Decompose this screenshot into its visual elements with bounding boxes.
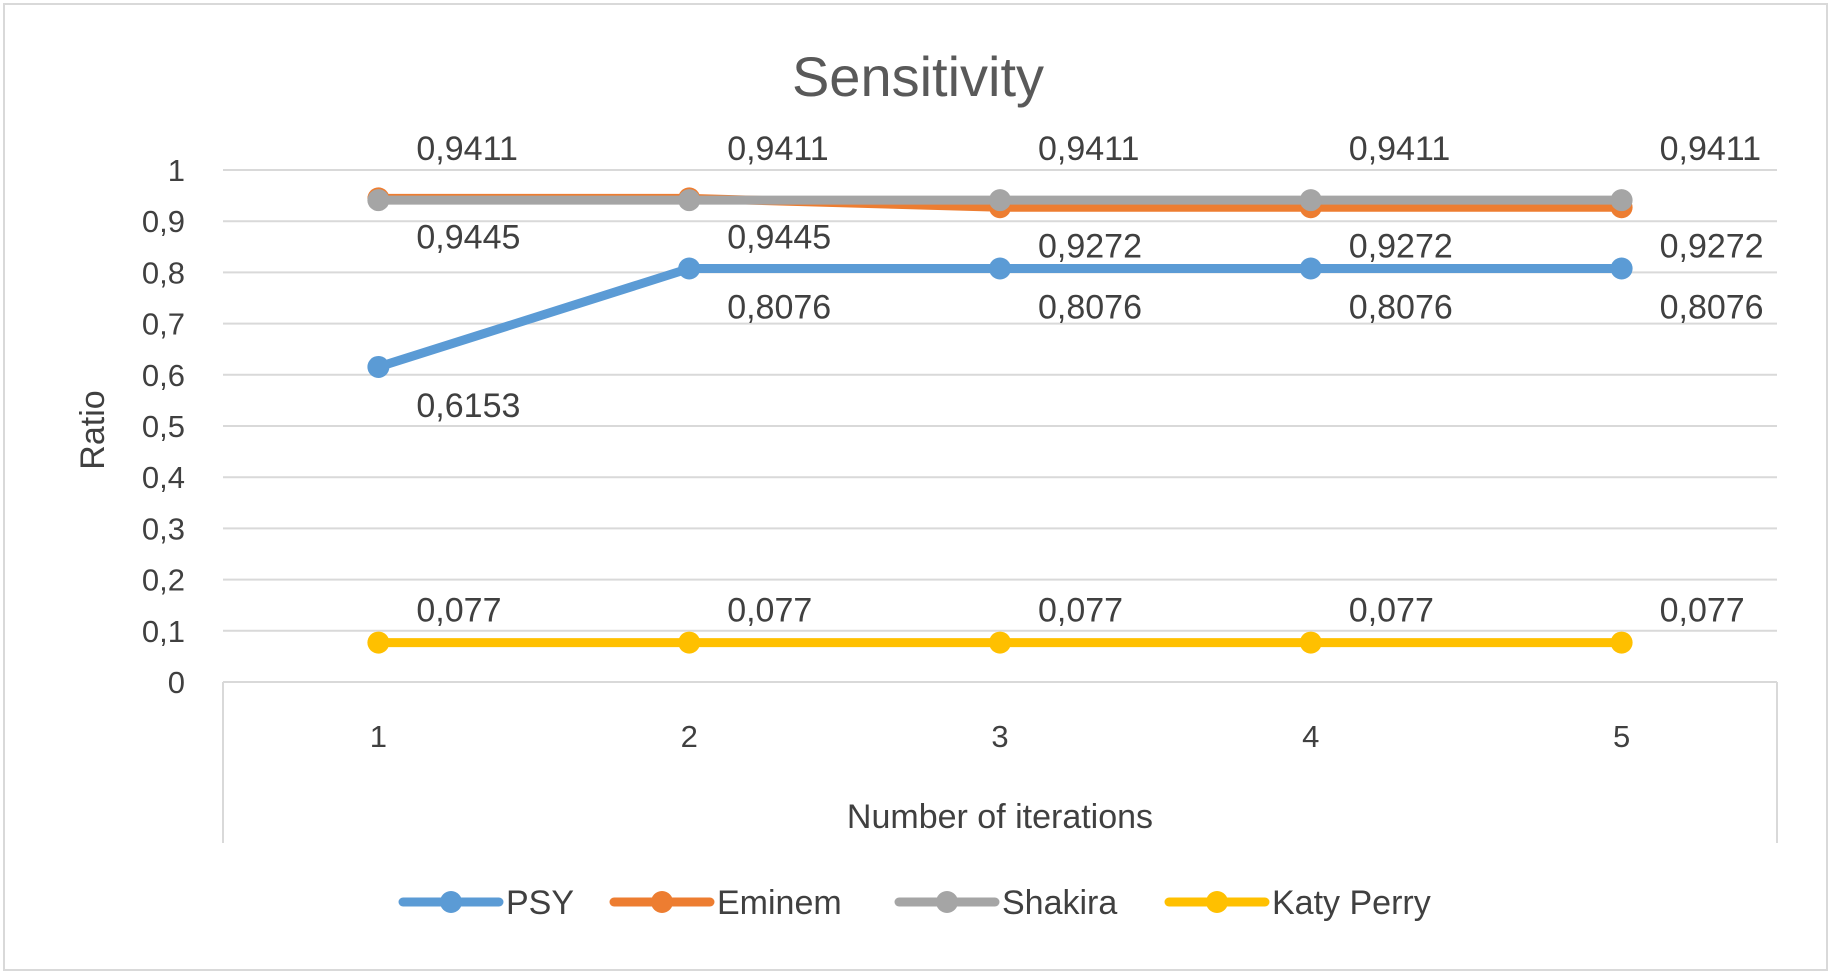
x-axis-title: Number of iterations: [847, 798, 1153, 836]
legend-label-eminem: Eminem: [717, 884, 842, 922]
y-tick-label: 0,4: [142, 460, 185, 495]
data-point-katy-perry: [678, 631, 701, 654]
data-labels: 0,6153 0,8076 0,8076 0,8076 0,8076 0,9445 0,94…: [416, 130, 1763, 629]
data-label-katy-perry: 0,077: [727, 592, 812, 630]
data-point-shakira: [678, 189, 701, 212]
x-axis-ticks: 1 2 3 4 5: [370, 719, 1630, 754]
data-point-psy: [1299, 257, 1322, 280]
y-tick-label: 0,1: [142, 614, 185, 649]
x-tick-label: 5: [1613, 719, 1630, 754]
y-tick-label: 0,6: [142, 358, 185, 393]
y-tick-label: 0,3: [142, 511, 185, 546]
data-label-katy-perry: 0,077: [1349, 592, 1434, 630]
data-label-katy-perry: 0,077: [1660, 592, 1745, 630]
data-label-katy-perry: 0,077: [1038, 592, 1123, 630]
data-label-eminem: 0,9272: [1038, 227, 1142, 265]
data-point-shakira: [989, 189, 1011, 212]
x-tick-label: 1: [370, 719, 387, 754]
data-label-psy: 0,8076: [1660, 289, 1764, 327]
data-point-katy-perry: [367, 631, 390, 654]
legend-marker-shakira: [936, 891, 958, 913]
data-point-shakira: [1299, 189, 1322, 212]
y-axis-ticks: 0 0,1 0,2 0,3 0,4 0,5 0,6 0,7 0,8 0,9 1: [142, 153, 185, 700]
y-tick-label: 0,7: [142, 307, 185, 342]
data-label-shakira: 0,9411: [416, 130, 517, 168]
legend-label-katy-perry: Katy Perry: [1272, 884, 1431, 922]
data-label-eminem: 0,9272: [1349, 227, 1453, 265]
data-label-katy-perry: 0,077: [416, 592, 501, 630]
legend-marker-psy: [440, 891, 462, 913]
y-tick-label: 1: [168, 153, 185, 188]
chart-frame: [3, 3, 1828, 971]
data-label-psy: 0,8076: [1038, 289, 1142, 327]
legend-marker-eminem: [651, 891, 673, 913]
data-label-shakira: 0,9411: [1038, 130, 1139, 168]
data-label-eminem: 0,9272: [1660, 227, 1764, 265]
y-tick-label: 0,9: [142, 204, 185, 239]
chart-title: Sensitivity: [792, 45, 1044, 108]
data-point-psy: [989, 257, 1011, 280]
series-lines: [367, 187, 1633, 654]
data-point-katy-perry: [989, 631, 1011, 654]
data-point-psy: [1610, 257, 1633, 280]
data-point-shakira: [367, 189, 390, 212]
data-label-eminem: 0,9445: [727, 218, 831, 256]
legend: PSY Eminem Shakira Katy Perry: [398, 884, 1431, 922]
data-point-katy-perry: [1299, 631, 1322, 654]
x-tick-label: 3: [991, 719, 1008, 754]
legend-label-shakira: Shakira: [1002, 884, 1117, 922]
data-label-eminem: 0,9445: [416, 218, 520, 256]
data-point-shakira: [1610, 189, 1633, 212]
y-tick-label: 0: [168, 665, 185, 700]
y-tick-label: 0,8: [142, 255, 185, 290]
x-tick-label: 2: [681, 719, 698, 754]
data-label-shakira: 0,9411: [1660, 130, 1761, 168]
data-point-katy-perry: [1610, 631, 1633, 654]
y-tick-label: 0,5: [142, 409, 185, 444]
data-point-psy: [367, 355, 390, 378]
y-axis-title: Ratio: [74, 390, 112, 469]
x-tick-label: 4: [1302, 719, 1319, 754]
data-label-shakira: 0,9411: [1349, 130, 1450, 168]
data-label-psy: 0,6153: [416, 387, 520, 425]
data-label-psy: 0,8076: [1349, 289, 1453, 327]
legend-marker-katy-perry: [1206, 891, 1228, 913]
data-label-psy: 0,8076: [727, 289, 831, 327]
data-point-psy: [678, 257, 701, 280]
y-tick-label: 0,2: [142, 563, 185, 598]
data-label-shakira: 0,9411: [727, 130, 828, 168]
legend-label-psy: PSY: [506, 884, 574, 922]
